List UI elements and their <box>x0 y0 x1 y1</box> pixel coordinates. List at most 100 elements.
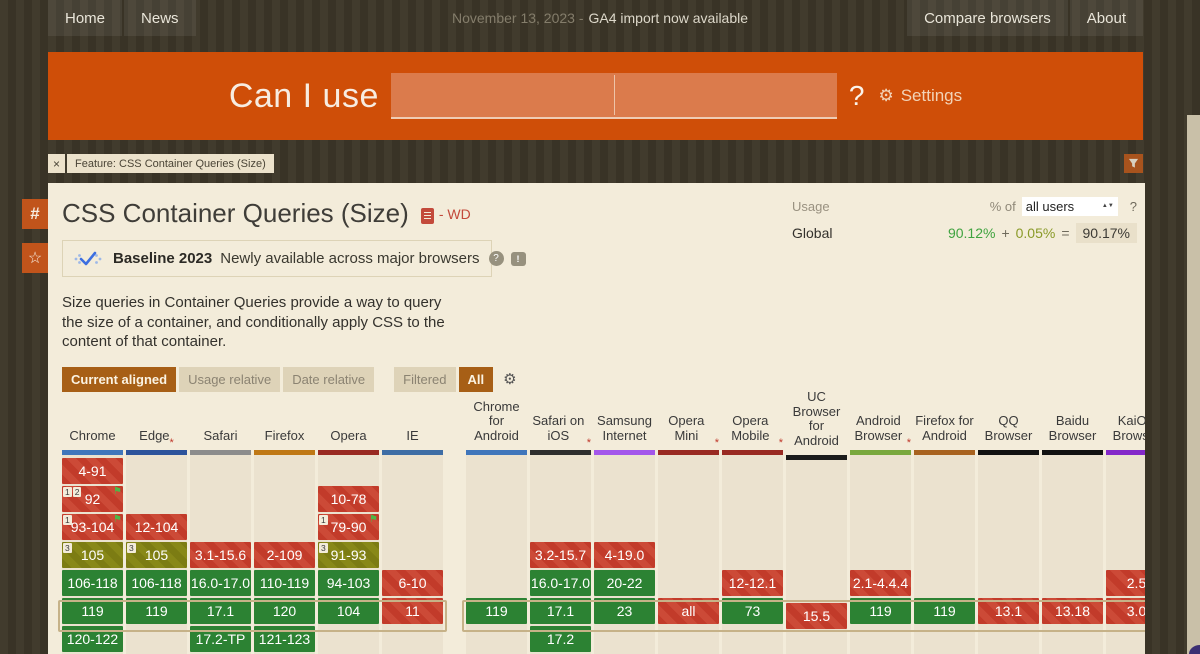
version-range-label: 17.1 <box>206 603 235 619</box>
support-cell-safari-16-0-17-0[interactable]: 16.0-17.0 <box>190 570 251 596</box>
support-cell-edge-119[interactable]: 119 <box>126 598 187 624</box>
support-cell-chrome-120-122[interactable]: 120-122 <box>62 626 123 652</box>
favorite-star-button[interactable]: ☆ <box>22 243 48 273</box>
browser-header-safari-on-ios[interactable]: Safari on iOS * <box>532 413 591 449</box>
column-firefox: Firefox 2-109 110-119 120 121-123 <box>254 393 315 654</box>
browser-header-uc-browser-for-android[interactable]: UC Browser for Android <box>792 389 841 448</box>
close-icon[interactable]: × <box>48 154 65 173</box>
support-cell-safari-on-ios-17-1[interactable]: 17.1 <box>530 598 591 624</box>
banner-message[interactable]: GA4 import now available <box>588 10 749 26</box>
version-slot: 2-109 <box>254 542 315 568</box>
filter-filtered-button[interactable]: Filtered <box>394 366 456 392</box>
support-cell-android-browser-2-1-4-4-4[interactable]: 2.1-4.4.4 <box>850 570 911 596</box>
support-cell-samsung-internet-20-22[interactable]: 20-22 <box>594 570 655 596</box>
support-cell-safari-on-ios-3-2-15-7[interactable]: 3.2-15.7 <box>530 542 591 568</box>
browser-header-firefox[interactable]: Firefox <box>264 427 305 443</box>
support-cell-opera-mini-all[interactable]: all <box>658 598 719 624</box>
browser-header-android-browser[interactable]: Android Browser * <box>854 413 911 449</box>
version-slot: 119 <box>914 598 975 624</box>
support-cell-qq-browser-13-1[interactable]: 13.1 <box>978 598 1039 624</box>
support-cell-samsung-internet-4-19-0[interactable]: 4-19.0 <box>594 542 655 568</box>
support-cell-uc-browser-for-android-15-5[interactable]: 15.5 <box>786 603 847 629</box>
support-cell-samsung-internet-23[interactable]: 23 <box>594 598 655 624</box>
support-cell-chrome-119[interactable]: 119 <box>62 598 123 624</box>
view-current-aligned-button[interactable]: Current aligned <box>62 366 177 392</box>
support-cell-opera-mobile-12-12-1[interactable]: 12-12.1 <box>722 570 783 596</box>
feature-search-input[interactable] <box>390 73 837 119</box>
nav-news[interactable]: News <box>124 0 196 36</box>
version-range-label: 3.1-15.6 <box>194 547 247 563</box>
support-cell-safari-17-2-tp[interactable]: 17.2-TP <box>190 626 251 652</box>
support-cell-safari-on-ios-16-0-17-0[interactable]: 16.0-17.0 <box>530 570 591 596</box>
filter-all-button[interactable]: All <box>458 366 494 392</box>
browser-header-opera-mini[interactable]: Opera Mini * <box>668 413 719 449</box>
browser-header-qq-browser[interactable]: QQ Browser <box>984 413 1033 443</box>
support-cell-chrome-106-118[interactable]: 106-118 <box>62 570 123 596</box>
support-cell-opera-mobile-73[interactable]: 73 <box>722 598 783 624</box>
support-cell-opera-91-93[interactable]: 91-93 3 <box>318 542 379 568</box>
browser-header-baidu-browser[interactable]: Baidu Browser <box>1048 413 1097 443</box>
browser-header-opera-mobile[interactable]: Opera Mobile * <box>731 413 783 449</box>
support-cell-kaios-browser-2-5[interactable]: 2.5 <box>1106 570 1145 596</box>
spec-document-icon[interactable] <box>420 207 434 224</box>
support-cell-firefox-2-109[interactable]: 2-109 <box>254 542 315 568</box>
search-segment-left[interactable] <box>391 73 614 117</box>
search-help-mark[interactable]: ? <box>848 80 865 111</box>
version-range-label: 20-22 <box>606 575 643 591</box>
support-cell-edge-12-104[interactable]: 12-104 <box>126 514 187 540</box>
support-cell-chrome-105[interactable]: 105 3 <box>62 542 123 568</box>
support-cell-ie-6-10[interactable]: 6-10 <box>382 570 443 596</box>
page-scrollbar[interactable] <box>1187 115 1200 654</box>
view-date-relative-button[interactable]: Date relative <box>283 366 375 392</box>
permalink-hash-button[interactable]: # <box>22 199 48 229</box>
browser-header-chrome-for-android[interactable]: Chrome for Android <box>473 398 520 443</box>
settings-button[interactable]: ⚙ Settings <box>878 86 962 106</box>
version-slot: 12-104 <box>126 514 187 540</box>
support-cell-kaios-browser-3-0[interactable]: 3.0 <box>1106 598 1145 624</box>
support-cell-edge-105[interactable]: 105 3 <box>126 542 187 568</box>
browser-header-ie[interactable]: IE <box>406 427 419 443</box>
baseline-help-icon[interactable]: ? <box>488 251 504 266</box>
site-logo[interactable]: Can I use <box>228 76 379 115</box>
filter-funnel-button[interactable] <box>1124 154 1143 173</box>
support-cell-opera-94-103[interactable]: 94-103 <box>318 570 379 596</box>
support-cell-opera-10-78[interactable]: 10-78 <box>318 486 379 512</box>
support-cell-safari-3-1-15-6[interactable]: 3.1-15.6 <box>190 542 251 568</box>
support-cell-chrome-92[interactable]: 92 1 2 ⚑ <box>62 486 123 512</box>
nav-about[interactable]: About <box>1069 0 1143 36</box>
version-range-label: 120 <box>272 603 297 619</box>
support-cell-opera-79-90[interactable]: 79-90 1 ⚑ <box>318 514 379 540</box>
support-cell-chrome-4-91[interactable]: 4-91 <box>62 458 123 484</box>
browser-header-kaios-browser[interactable]: KaiOS Browser <box>1112 413 1145 443</box>
view-usage-relative-button[interactable]: Usage relative <box>179 366 281 392</box>
support-cell-firefox-for-android-119[interactable]: 119 <box>914 598 975 624</box>
baseline-feedback-icon[interactable]: ! <box>510 251 526 266</box>
support-cell-baidu-browser-13-18[interactable]: 13.18 <box>1042 598 1103 624</box>
nav-home[interactable]: Home <box>48 0 123 36</box>
support-cell-android-browser-119[interactable]: 119 <box>850 598 911 624</box>
browser-header-opera[interactable]: Opera <box>330 427 367 443</box>
browser-header-edge[interactable]: Edge * <box>139 427 174 449</box>
nav-compare-browsers[interactable]: Compare browsers <box>907 0 1068 36</box>
support-cell-firefox-120[interactable]: 120 <box>254 598 315 624</box>
support-cell-chrome-93-104[interactable]: 93-104 1 ⚑ <box>62 514 123 540</box>
spec-status-link[interactable]: - WD <box>438 205 471 222</box>
support-cell-edge-106-118[interactable]: 106-118 <box>126 570 187 596</box>
browser-header-samsung-internet[interactable]: Samsung Internet <box>597 413 652 443</box>
browser-header-chrome[interactable]: Chrome <box>69 427 116 443</box>
browser-header-firefox-for-android[interactable]: Firefox for Android <box>915 413 974 443</box>
support-cell-opera-104[interactable]: 104 <box>318 598 379 624</box>
browser-header-safari[interactable]: Safari <box>203 427 238 443</box>
support-cell-safari-17-1[interactable]: 17.1 <box>190 598 251 624</box>
usage-source-select[interactable]: all users ▲▼ <box>1021 196 1118 216</box>
support-cell-firefox-110-119[interactable]: 110-119 <box>254 570 315 596</box>
support-cell-firefox-121-123[interactable]: 121-123 <box>254 626 315 652</box>
support-cell-chrome-for-android-119[interactable]: 119 <box>466 598 527 624</box>
search-segment-right[interactable] <box>614 73 837 117</box>
usage-help-icon[interactable]: ? <box>1129 198 1137 214</box>
experimental-flag-icon: ⚑ <box>113 514 122 525</box>
table-options-gear-icon[interactable]: ⚙ <box>503 371 517 388</box>
support-cell-safari-on-ios-17-2[interactable]: 17.2 <box>530 626 591 652</box>
support-cell-ie-11[interactable]: 11 <box>382 598 443 624</box>
